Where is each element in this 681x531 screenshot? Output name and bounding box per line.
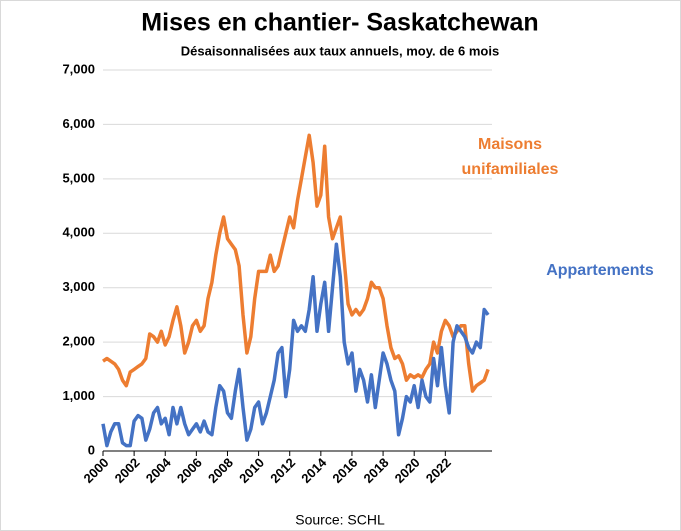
y-tick-label: 7,000: [62, 61, 95, 76]
y-tick-label: 3,000: [62, 279, 95, 294]
series-label: Appartements: [546, 262, 654, 279]
series-line: [102, 133, 490, 393]
series-label: Maisons unifamiliales: [462, 136, 559, 178]
chart-title: Mises en chantier- Saskatchewan: [141, 9, 538, 37]
source-note: Source: SCHL: [295, 512, 385, 528]
y-tick-label: 4,000: [62, 225, 95, 240]
y-tick-label: 5,000: [62, 170, 95, 185]
chart-subtitle: Désaisonnalisées aux taux annuels, moy. …: [181, 43, 499, 58]
y-tick-label: 2,000: [62, 334, 95, 349]
y-tick-label: 6,000: [62, 116, 95, 131]
series-line: [101, 242, 490, 448]
y-tick-label: 0: [88, 442, 95, 457]
y-tick-label: 1,000: [62, 388, 95, 403]
